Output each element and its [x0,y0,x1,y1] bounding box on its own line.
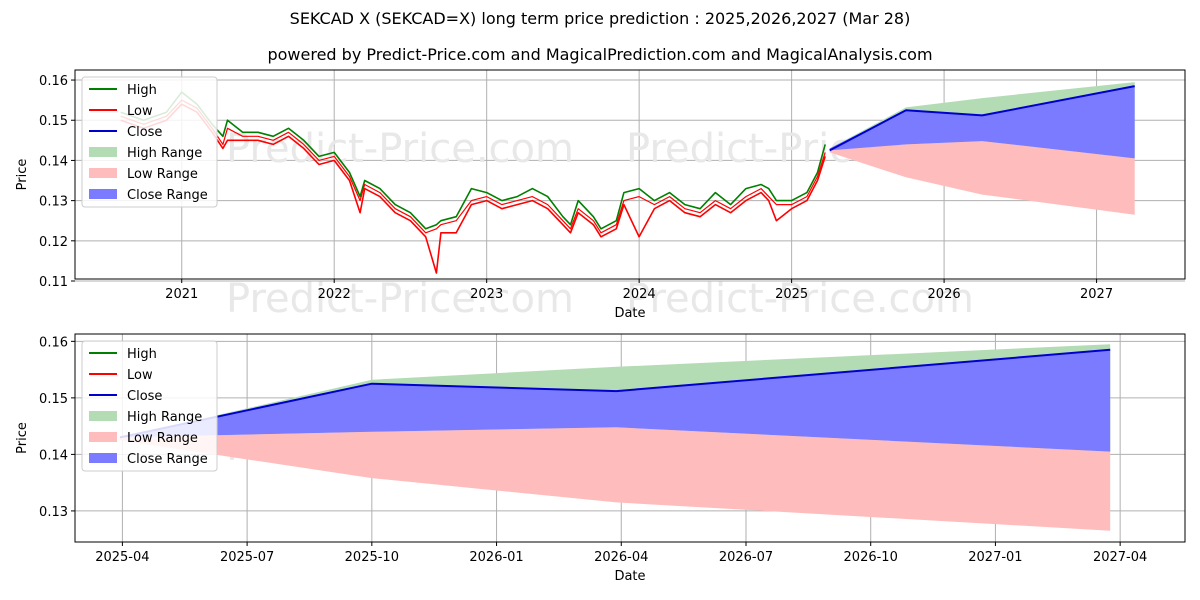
chart2-legend-label-high: High [127,347,157,362]
chart1-legend-label-high: High [127,83,157,98]
chart1-x-tick-label: 2024 [623,287,656,302]
chart2-legend-label-close: Close [127,389,162,404]
chart1-y-tick-label: 0.15 [39,114,68,129]
chart2-legend-label-high-range: High Range [127,410,202,425]
chart1-low-range-area [829,141,1135,215]
chart2-legend-swatch-low-range [89,432,117,442]
chart1-x-tick-label: 2027 [1080,287,1113,302]
chart1-legend-label-high-range: High Range [127,146,202,161]
chart2-x-tick-label: 2025-10 [345,550,399,565]
chart2-x-tick-label: 2026-10 [844,550,898,565]
chart2-legend-swatch-high-range [89,411,117,421]
chart2-x-tick-label: 2027-04 [1093,550,1147,565]
chart1-close-prediction-line [829,85,1135,152]
chart2-low-range-area [119,427,1111,531]
chart1-x-tick-label: 2021 [165,287,198,302]
chart2-y-tick-label: 0.16 [39,335,68,350]
chart1-legend-label-low: Low [127,104,153,119]
chart1-watermark-left: Predict-Price.com [226,276,574,322]
chart2-close-prediction-line [119,348,1111,439]
chart1-plot-area [120,82,1135,274]
chart2-x-tick-label: 2027-01 [968,550,1022,565]
chart1-legend-swatch-low-range [89,168,117,178]
chart-subtitle: powered by Predict-Price.com and Magical… [267,45,933,64]
chart2-axes-frame [74,333,1186,543]
chart2-close-range-area [119,349,1111,452]
chart2-x-tick-label: 2026-04 [594,550,648,565]
chart1-legend-label-close-range: Close Range [127,188,208,203]
chart2-legend-label-low-range: Low Range [127,431,198,446]
chart1-legend-swatch-close-range [89,189,117,199]
chart1-x-tick-label: 2025 [775,287,808,302]
chart2-x-tick-label: 2025-04 [95,550,149,565]
chart1-y-tick-label: 0.14 [39,154,68,169]
chart2-plot-area [119,344,1111,531]
chart2-x-tick-label: 2026-01 [469,550,523,565]
chart2-y-tick-label: 0.13 [39,505,68,520]
chart1-watermark-right: Predict-Price.com [626,276,974,322]
chart-title: SEKCAD X (SEKCAD=X) long term price pred… [289,9,911,28]
chart2-legend-swatch-close-range [89,453,117,463]
chart1-legend-swatch-high-range [89,147,117,157]
chart1-close-range-area [829,86,1135,159]
chart2-legend-label-low: Low [127,368,153,383]
chart1-axes-frame [74,69,1186,280]
chart2-x-axis-label: Date [614,569,645,584]
chart2-y-axis-label: Price [15,422,30,454]
chart1-low-series-line [120,103,826,274]
chart1-x-tick-label: 2026 [928,287,961,302]
chart1-x-tick-label: 2023 [470,287,503,302]
chart1-y-tick-label: 0.12 [39,235,68,250]
chart1-watermark-left: Predict-Price.com [226,126,574,172]
chart1-high-series-line [120,91,826,230]
chart2-legend-label-close-range: Close Range [127,452,208,467]
chart1-y-tick-label: 0.13 [39,195,68,210]
chart1-y-tick-label: 0.11 [39,275,68,290]
chart1-y-axis-label: Price [15,159,30,191]
chart2-x-tick-label: 2025-07 [220,550,274,565]
chart2-x-tick-label: 2026-07 [719,550,773,565]
chart1-x-tick-label: 2022 [318,287,351,302]
chart1-legend-label-low-range: Low Range [127,167,198,182]
chart1-legend-label-close: Close [127,125,162,140]
chart1-x-axis-label: Date [614,306,645,321]
chart2-y-tick-label: 0.15 [39,392,68,407]
chart1-y-tick-label: 0.16 [39,74,68,89]
chart2-y-tick-label: 0.14 [39,448,68,463]
chart1-close-history-line [120,99,826,234]
